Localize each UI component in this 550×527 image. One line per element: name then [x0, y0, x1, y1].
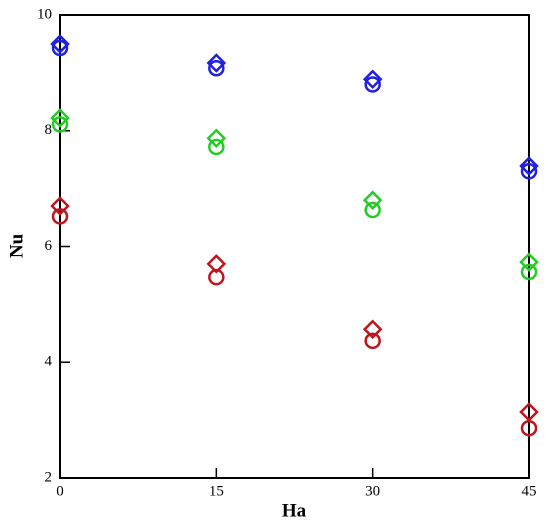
x-tick-label: 30: [365, 483, 380, 499]
y-tick-label: 4: [45, 354, 53, 370]
x-tick-label: 45: [522, 483, 537, 499]
data-point: [50, 34, 70, 54]
x-tick-label: 15: [209, 483, 224, 499]
data-point: [208, 138, 225, 156]
data-point: [364, 332, 381, 350]
data-point: [362, 319, 383, 340]
y-axis-label: Nu: [6, 233, 27, 258]
data-point: [364, 76, 381, 93]
data-point: [519, 252, 539, 272]
data-point: [520, 163, 538, 180]
y-tick-label: 6: [45, 238, 53, 254]
data-point: [51, 39, 69, 57]
x-axis-label: Ha: [282, 500, 307, 521]
data-point: [206, 53, 227, 73]
data-point: [50, 108, 70, 128]
y-tick-label: 8: [45, 122, 53, 138]
data-point: [51, 116, 69, 133]
data-point: [519, 156, 539, 176]
x-tick-label: 0: [56, 483, 64, 499]
data-point: [520, 263, 538, 281]
data-point: [206, 254, 227, 274]
data-point: [364, 201, 381, 219]
data-point: [206, 128, 227, 149]
data-point: [51, 208, 69, 225]
data-point: [208, 59, 225, 77]
data-point: [362, 190, 383, 210]
data-point: [520, 419, 538, 437]
data-point: [362, 69, 383, 90]
data-point: [208, 268, 225, 286]
y-tick-label: 10: [37, 6, 52, 22]
y-tick-label: 2: [45, 469, 53, 485]
data-point: [50, 196, 70, 216]
plot-frame: [59, 14, 530, 479]
